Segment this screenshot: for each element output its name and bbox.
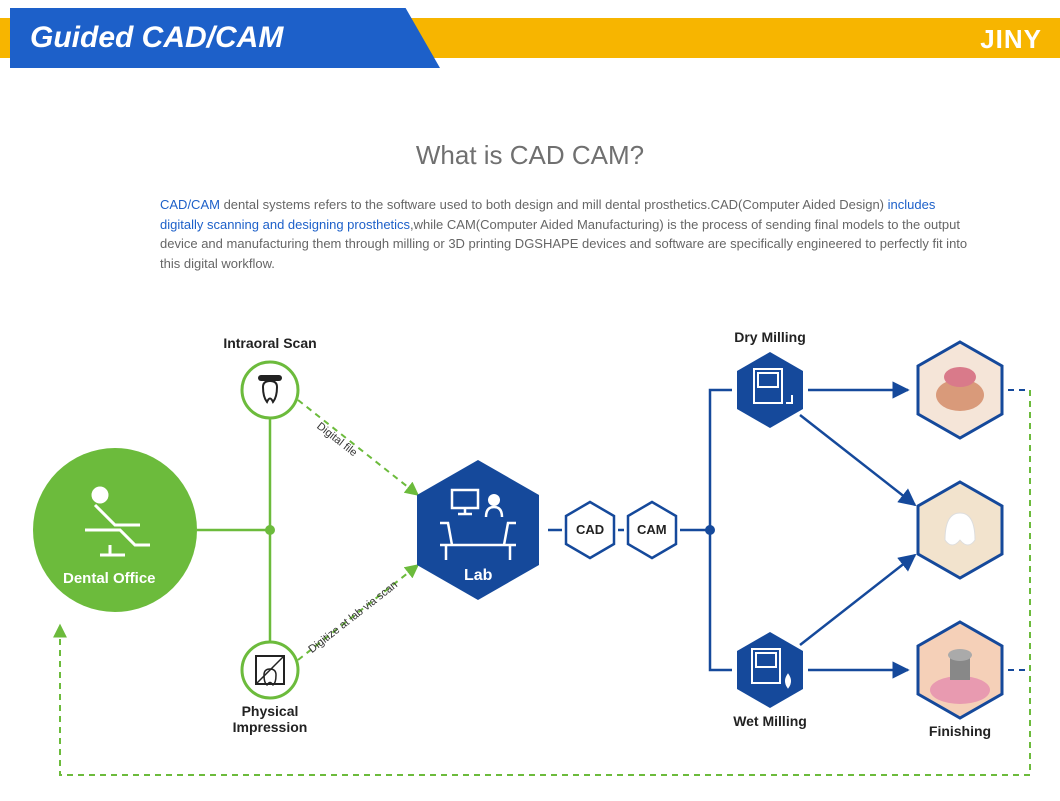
label-wet: Wet Milling — [725, 713, 815, 729]
label-physical-1: Physical — [220, 703, 320, 719]
label-lab: Lab — [464, 567, 492, 585]
edge-cam-wet — [710, 530, 732, 670]
node-wet-milling — [737, 632, 803, 708]
output-bot-gum-icon — [930, 676, 990, 704]
label-intraoral: Intraoral Scan — [220, 335, 320, 351]
node-intraoral-scan — [242, 362, 298, 418]
edge-feedback — [60, 390, 1030, 775]
output-bot-implant-top-icon — [948, 649, 972, 661]
header-title-banner: Guided CAD/CAM — [10, 8, 440, 68]
brand-logo: JINY — [980, 24, 1042, 55]
output-mid-crown-icon — [945, 513, 975, 545]
junction-dot-blue — [705, 525, 715, 535]
edge-intraoral-lab — [298, 400, 418, 495]
diagram-svg — [0, 295, 1060, 800]
label-cam: CAM — [637, 522, 667, 537]
edge-dry-out-mid — [800, 415, 915, 505]
edge-wet-out-mid — [800, 555, 915, 645]
description-paragraph: CAD/CAM dental systems refers to the sof… — [160, 195, 980, 273]
output-top-denture-icon — [944, 367, 976, 387]
header-title: Guided CAD/CAM — [30, 21, 283, 55]
label-dry: Dry Milling — [725, 329, 815, 345]
section-title: What is CAD CAM? — [0, 140, 1060, 171]
label-finishing: Finishing — [920, 723, 1000, 739]
edge-cam-dry — [680, 390, 732, 530]
edge-dental-intraoral — [197, 418, 270, 530]
header-bar: Guided CAD/CAM JINY — [0, 8, 1060, 68]
desc-body-1: dental systems refers to the software us… — [220, 197, 888, 212]
label-dental-office: Dental Office — [63, 570, 156, 587]
label-cad: CAD — [576, 522, 604, 537]
label-physical-2: Impression — [220, 719, 320, 735]
desc-link-cadcam: CAD/CAM — [160, 197, 220, 212]
workflow-diagram: Dental Office Intraoral Scan Physical Im… — [0, 295, 1060, 800]
node-dry-milling — [737, 352, 803, 428]
